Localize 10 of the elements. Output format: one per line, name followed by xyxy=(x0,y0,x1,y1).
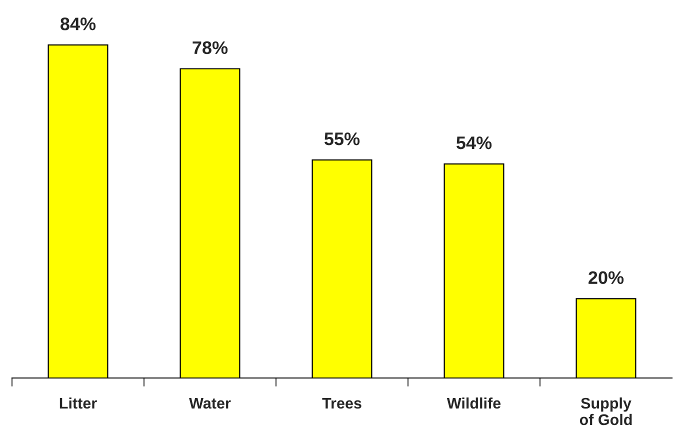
data-label: 55% xyxy=(324,132,360,146)
x-tick-label: Water xyxy=(189,398,231,409)
x-tick-label: Trees xyxy=(322,398,362,409)
data-label: 20% xyxy=(588,271,624,284)
x-tick-label: Litter xyxy=(60,397,97,409)
data-label: 78% xyxy=(192,41,228,54)
data-label: 54% xyxy=(456,136,492,150)
data-label: 84% xyxy=(60,18,96,30)
x-tick-label: Wildlife xyxy=(446,397,501,409)
x-tick-label: Supply of Gold xyxy=(580,397,632,426)
